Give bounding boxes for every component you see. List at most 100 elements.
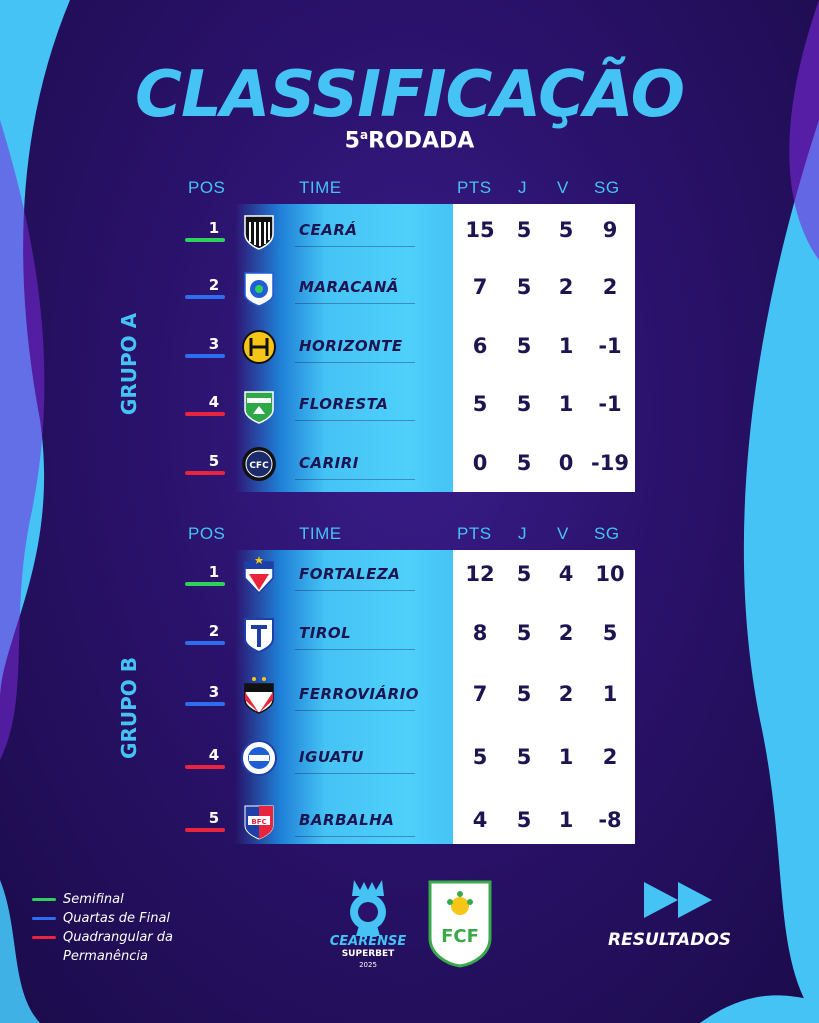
wins-value: 0 [558,451,574,475]
points-value: 8 [472,621,488,645]
group-b-label: GRUPO B [117,657,141,759]
federation-acronym: FCF [441,926,479,947]
team-name: FLORESTA [299,395,389,413]
team-name-underline [295,303,415,304]
legend-line-relegation [32,936,56,939]
team-name-underline [295,710,415,711]
goal-difference-value: -1 [598,392,622,416]
team-name-underline [295,479,415,480]
group-a-label: GRUPO A [117,312,141,416]
table-row: 4 FLORESTA 5 5 1 -1 [180,378,635,436]
table-row: 4 IGUATU 5 5 1 2 [180,731,635,789]
team-name: MARACANÃ [299,278,400,296]
points-value: 15 [465,218,495,242]
cearense-trophy-icon [350,880,386,936]
team-name: FORTALEZA [299,565,401,583]
wins-value: 1 [558,745,574,769]
goal-difference-value: 10 [595,562,625,586]
header-sg: SG [594,524,620,543]
legend-text: Semifinal [63,892,124,907]
results-label: RESULTADOS [608,930,732,950]
federation-logo: FCF [428,880,492,968]
team-name: FERROVIÁRIO [299,685,419,703]
header-pos: POS [188,524,226,543]
table-row: 1 CEARÁ 15 5 5 9 [180,204,635,262]
floresta-badge-icon [241,386,277,424]
games-value: 5 [516,275,532,299]
points-value: 0 [472,451,488,475]
zone-indicator [185,702,225,706]
header-v: V [557,178,569,197]
team-name: BARBALHA [299,811,395,829]
zone-indicator [185,641,225,645]
group-b-stats-panel [453,550,635,844]
wins-value: 2 [558,682,574,706]
zone-indicator [185,582,225,586]
team-name-underline [295,649,415,650]
fcf-crest-icon [428,880,492,968]
team-name: CEARÁ [299,221,358,239]
games-value: 5 [516,334,532,358]
team-name-underline [295,773,415,774]
page-title: CLASSIFICAÇÃO [135,58,685,132]
table-row: 1 FORTALEZA 12 5 4 10 [180,548,635,606]
position-number: 2 [208,622,220,640]
header-pos: POS [188,178,226,197]
svg-text:BFC: BFC [251,818,266,826]
position-number: 4 [208,746,220,764]
team-name-underline [295,836,415,837]
header-j: J [518,178,527,197]
iguatu-badge-icon [241,739,277,777]
championship-name: CEARENSE [329,934,407,949]
table-row: 3 FERROVIÁRIO 7 5 2 1 [180,668,635,726]
games-value: 5 [516,218,532,242]
zone-indicator [185,828,225,832]
fortaleza-badge-icon [241,556,277,595]
points-value: 6 [472,334,488,358]
cariri-badge-icon: CFC [241,445,277,483]
header-pts: PTS [457,524,492,543]
championship-logo: CEARENSE SUPERBET 2025 [326,876,410,986]
header-team: TIME [299,178,342,197]
position-number: 3 [208,683,220,701]
position-number: 2 [208,276,220,294]
goal-difference-value: 2 [602,275,618,299]
ferroviario-badge-icon [241,676,277,714]
fast-forward-icon [644,882,712,918]
games-value: 5 [516,562,532,586]
table-row: 2 MARACANÃ 7 5 2 2 [180,261,635,319]
legend-text: Quadrangular da [63,930,174,945]
team-name: CARIRI [299,454,359,472]
team-name-underline [295,590,415,591]
goal-difference-value: -19 [591,451,629,475]
wins-value: 1 [558,808,574,832]
svg-text:CFC: CFC [249,461,269,471]
ceara-badge-icon [241,212,277,250]
maracana-badge-icon [241,269,277,307]
goal-difference-value: -1 [598,334,622,358]
points-value: 5 [472,745,488,769]
team-name: TIROL [299,624,352,642]
position-number: 4 [208,393,220,411]
points-value: 12 [465,562,495,586]
goal-difference-value: 5 [602,621,618,645]
legend-text: Quartas de Final [63,911,171,926]
points-value: 7 [472,275,488,299]
header-v: V [557,524,569,543]
legend-line-quarterfinal [32,917,56,920]
position-number: 3 [208,335,220,353]
zone-indicator [185,354,225,358]
points-value: 7 [472,682,488,706]
position-number: 1 [208,563,220,581]
goal-difference-value: 9 [602,218,618,242]
team-name-underline [295,362,415,363]
games-value: 5 [516,682,532,706]
header-team: TIME [299,524,342,543]
table-row: 5 CFC CARIRI 0 5 0 -19 [180,437,635,495]
position-number: 1 [208,219,220,237]
wins-value: 5 [558,218,574,242]
header-sg: SG [594,178,620,197]
horizonte-badge-icon [241,328,277,366]
zone-indicator [185,765,225,769]
team-name: IGUATU [299,748,364,766]
